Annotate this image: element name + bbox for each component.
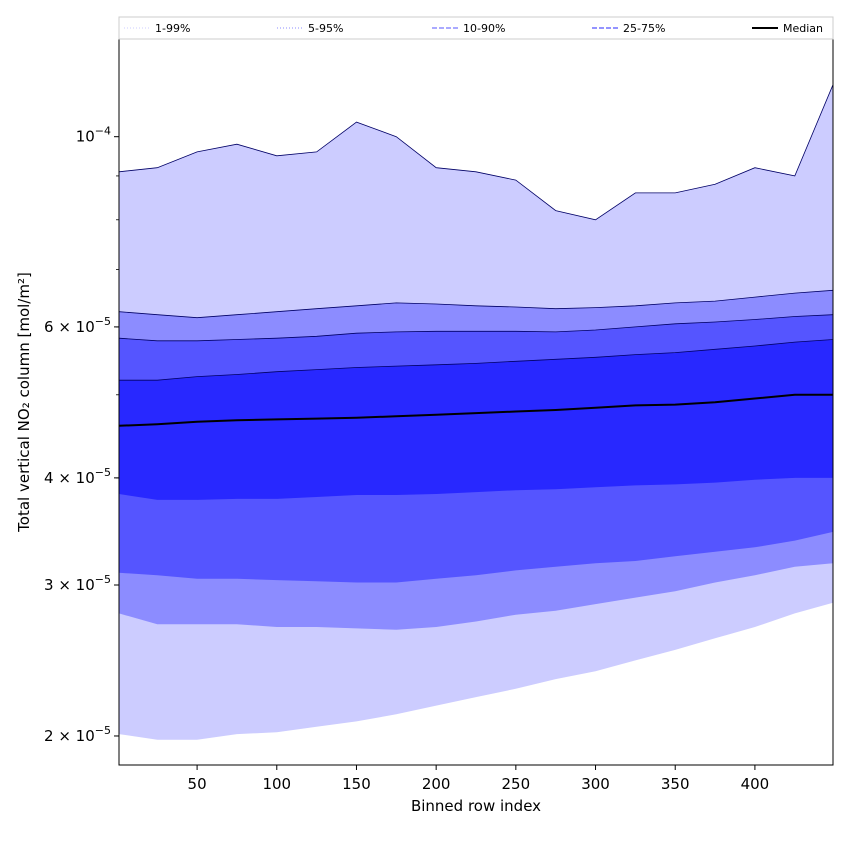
x-tick-label: 200 (422, 775, 451, 793)
legend-box (118, 16, 834, 40)
band-upper-edge-1-99pct (118, 84, 834, 221)
band-upper-edge-25-75pct (119, 339, 834, 381)
legend-label: 10-90% (463, 22, 505, 35)
y-tick-label: 4 × 10−5 (44, 466, 111, 487)
legend-label: 1-99% (155, 22, 190, 35)
y-tick-label: 10−4 (76, 125, 111, 146)
x-tick-label: 50 (188, 775, 207, 793)
y-tick-label: 3 × 10−5 (44, 573, 111, 594)
x-tick-label: 250 (502, 775, 531, 793)
x-axis-ticks: 50 100 150 200 250 300 350 400 (188, 765, 770, 793)
y-axis-label: Total vertical NO₂ column [mol/m²] (15, 272, 33, 533)
legend-label: 25-75% (623, 22, 665, 35)
x-tick-label: 100 (262, 775, 291, 793)
x-tick-label: 350 (661, 775, 690, 793)
band-upper-edge-5-95pct (118, 289, 834, 319)
band-25-75pct (119, 339, 833, 500)
x-tick-label: 400 (741, 775, 770, 793)
legend-label: Median (783, 22, 823, 35)
median-line (118, 393, 833, 427)
x-axis-label: Binned row index (411, 797, 541, 815)
x-tick-label: 150 (342, 775, 371, 793)
legend-label: 5-95% (308, 22, 343, 35)
x-tick-label: 300 (581, 775, 610, 793)
y-tick-label: 6 × 10−5 (44, 315, 111, 336)
legend: 1-99% 5-95% 10-90% 25-75% Median (118, 16, 834, 40)
y-tick-label: 2 × 10−5 (44, 724, 111, 745)
band-upper-edge-10-90pct (118, 314, 834, 342)
y-axis-ticks: 2 × 10−5 3 × 10−5 4 × 10−5 6 × 10−5 10−4 (44, 125, 119, 745)
median-layer (118, 393, 833, 427)
